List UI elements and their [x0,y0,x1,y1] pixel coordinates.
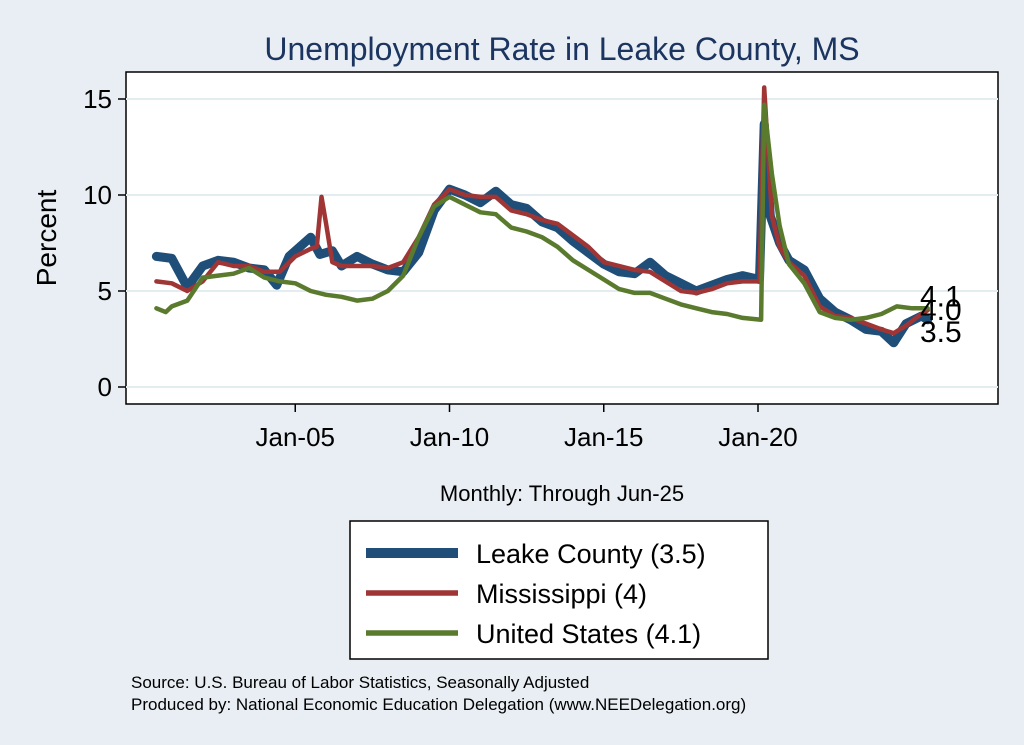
x-tick-label: Jan-10 [410,422,490,452]
mississippi-end-label: 4.0 [920,294,962,327]
y-tick-label: 10 [83,180,112,210]
chart-title: Unemployment Rate in Leake County, MS [264,31,859,67]
legend-united-states-label: United States (4.1) [476,619,701,649]
y-tick-label: 5 [98,276,112,306]
legend-leake-county-label: Leake County (3.5) [476,539,706,569]
united-states-line [154,102,930,323]
source-note: Source: U.S. Bureau of Labor Statistics,… [131,673,589,692]
gridlines [126,98,998,388]
leake-county-end-label: 3.5 [920,316,962,349]
producer-note: Produced by: National Economic Education… [131,695,746,714]
end-labels: 3.54.04.1 [920,280,962,349]
x-tick-label: Jan-05 [256,422,336,452]
x-tick-label: Jan-15 [564,422,644,452]
y-tick-label: 15 [83,84,112,114]
x-tick-label: Jan-20 [718,422,798,452]
axis-ticks: 0 5 10 15 Jan-05 Jan-10 Jan-15 Jan-20 [83,84,798,452]
mississippi-line [154,85,930,336]
united-states-end-label: 4.1 [920,280,962,313]
series-lines [151,85,933,348]
x-axis-subtitle: Monthly: Through Jun-25 [440,481,684,506]
leake-county-line [151,119,933,348]
legend: Leake County (3.5) Mississippi (4) United … [366,539,706,649]
legend-mississippi-label: Mississippi (4) [476,579,647,609]
plot-area [125,71,999,405]
legend-box [349,520,769,660]
y-tick-label: 0 [98,372,112,402]
y-axis-label: Percent [31,190,62,287]
